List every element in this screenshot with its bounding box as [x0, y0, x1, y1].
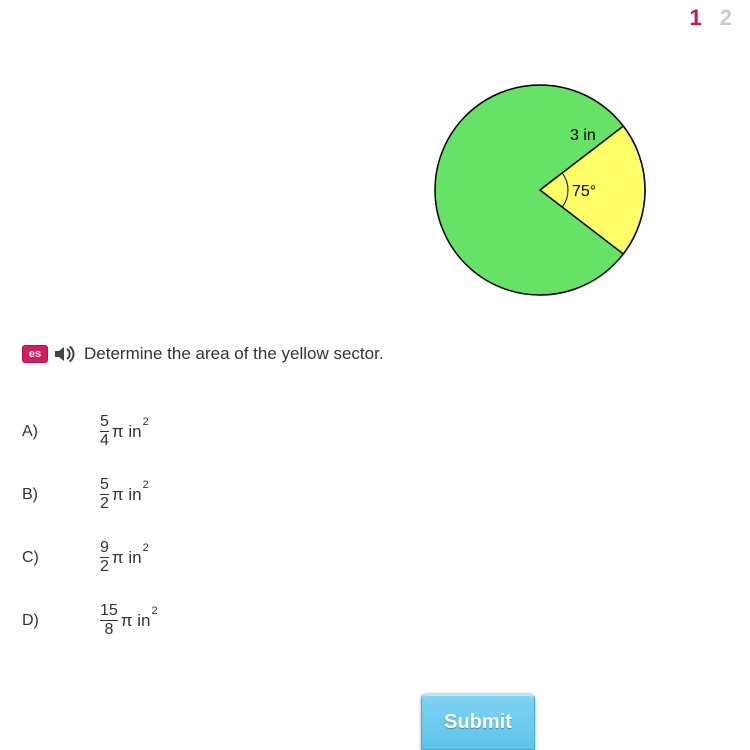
sector-figure: 3 in 75°	[430, 80, 650, 300]
answer-label: B)	[22, 486, 100, 504]
unit: π in2	[112, 485, 148, 505]
sector-svg: 3 in 75°	[430, 80, 650, 300]
language-badge[interactable]: es	[22, 345, 48, 363]
answer-list: A) 5 4 π in2 B) 5 2 π in2 C) 9 2	[22, 400, 522, 652]
answer-label: C)	[22, 549, 100, 567]
answer-option[interactable]: B) 5 2 π in2	[22, 463, 522, 526]
answer-label: D)	[22, 612, 100, 630]
unit: π in2	[112, 422, 148, 442]
pager-current[interactable]: 1	[690, 5, 702, 30]
answer-option[interactable]: D) 15 8 π in2	[22, 589, 522, 652]
fraction: 15 8	[100, 603, 118, 638]
answer-content: 9 2 π in2	[100, 540, 148, 575]
fraction: 5 2	[100, 477, 109, 512]
question-text: Determine the area of the yellow sector.	[84, 344, 384, 364]
fraction: 9 2	[100, 540, 109, 575]
fraction: 5 4	[100, 414, 109, 449]
question-row: es Determine the area of the yellow sect…	[22, 344, 384, 364]
answer-option[interactable]: A) 5 4 π in2	[22, 400, 522, 463]
unit: π in2	[112, 548, 148, 568]
pager: 12	[690, 5, 733, 31]
answer-label: A)	[22, 423, 100, 441]
answer-content: 5 2 π in2	[100, 477, 148, 512]
submit-button[interactable]: Submit	[421, 693, 535, 750]
answer-content: 15 8 π in2	[100, 603, 157, 638]
svg-text:75°: 75°	[572, 183, 596, 200]
unit: π in2	[121, 611, 157, 631]
answer-option[interactable]: C) 9 2 π in2	[22, 526, 522, 589]
svg-text:3 in: 3 in	[570, 127, 596, 144]
answer-content: 5 4 π in2	[100, 414, 148, 449]
pager-next[interactable]: 2	[720, 5, 732, 30]
audio-icon[interactable]	[54, 345, 76, 363]
